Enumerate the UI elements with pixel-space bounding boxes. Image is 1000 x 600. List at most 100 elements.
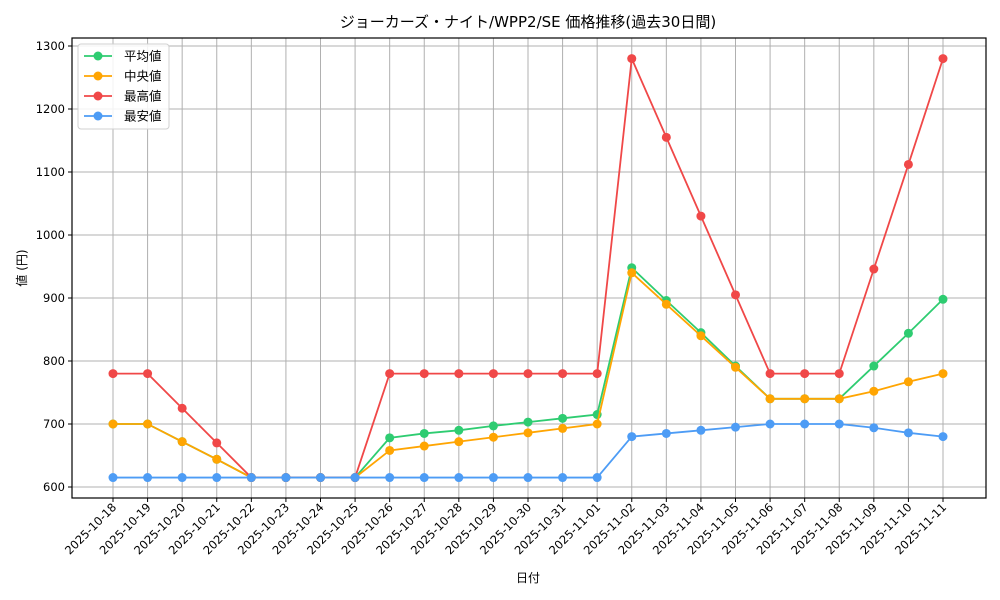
data-point-marker — [246, 473, 256, 483]
data-point-marker — [834, 394, 844, 404]
series-lines — [108, 54, 948, 483]
y-tick-label: 1100 — [36, 165, 65, 179]
data-point-marker — [938, 369, 948, 379]
data-point-marker — [765, 394, 775, 404]
legend-item: 平均値 — [84, 49, 162, 64]
data-point-marker — [938, 432, 948, 442]
data-point-marker — [661, 428, 671, 438]
y-axis-ticks: 600 700 800 900 1000 1100 1200 1300 — [36, 39, 72, 494]
data-point-marker — [938, 294, 948, 304]
data-point-marker — [454, 437, 464, 447]
data-point-marker — [696, 211, 706, 221]
data-point-marker — [869, 264, 879, 274]
data-point-marker — [800, 369, 810, 379]
data-point-marker — [523, 417, 533, 427]
data-point-marker — [488, 421, 498, 431]
legend-box — [77, 43, 170, 130]
data-point-marker — [903, 377, 913, 387]
data-point-marker — [869, 423, 879, 433]
x-axis-label: 日付 — [516, 571, 540, 585]
data-point-marker — [592, 369, 602, 379]
legend-label: 平均値 — [124, 49, 162, 64]
data-point-marker — [454, 369, 464, 379]
data-point-marker — [385, 473, 395, 483]
y-tick-label: 1000 — [36, 228, 65, 242]
data-point-marker — [212, 473, 222, 483]
legend-marker-icon — [93, 51, 103, 61]
legend-label: 最安値 — [124, 109, 162, 124]
chart-title: ジョーカーズ・ナイト/WPP2/SE 価格推移(過去30日間) — [340, 13, 716, 31]
legend-marker-icon — [93, 111, 103, 121]
data-point-marker — [696, 331, 706, 341]
data-point-marker — [558, 423, 568, 433]
data-point-marker — [212, 438, 222, 448]
legend-item: 中央値 — [84, 69, 162, 84]
y-tick-label: 1200 — [36, 102, 65, 116]
data-point-marker — [558, 413, 568, 423]
data-point-marker — [212, 454, 222, 464]
data-point-marker — [108, 369, 118, 379]
data-point-marker — [903, 428, 913, 438]
y-tick-label: 600 — [43, 480, 65, 494]
data-point-marker — [454, 425, 464, 435]
data-point-marker — [523, 428, 533, 438]
data-point-marker — [558, 473, 568, 483]
data-point-marker — [731, 422, 740, 432]
data-point-marker — [834, 419, 844, 429]
data-point-marker — [488, 432, 498, 442]
data-point-marker — [143, 473, 153, 483]
x-axis-ticks: 2025-10-182025-10-192025-10-202025-10-21… — [62, 498, 949, 557]
data-point-marker — [385, 433, 395, 443]
data-point-marker — [696, 425, 706, 435]
data-point-marker — [558, 369, 568, 379]
legend-marker-icon — [93, 71, 103, 81]
y-tick-label: 1300 — [36, 39, 65, 53]
data-point-marker — [765, 419, 775, 429]
data-point-marker — [523, 369, 533, 379]
data-point-marker — [765, 369, 775, 379]
data-point-marker — [627, 268, 637, 278]
data-point-marker — [938, 54, 948, 64]
data-point-marker — [869, 386, 879, 396]
data-point-marker — [143, 369, 153, 379]
data-point-marker — [661, 299, 671, 309]
data-point-marker — [661, 132, 671, 142]
plot-frame — [71, 37, 987, 499]
data-point-marker — [800, 419, 810, 429]
legend-item: 最高値 — [84, 89, 162, 104]
data-point-marker — [108, 473, 118, 483]
legend-label: 最高値 — [124, 89, 162, 104]
data-point-marker — [143, 419, 153, 429]
data-point-marker — [419, 428, 429, 438]
data-point-marker — [281, 473, 291, 483]
y-tick-label: 700 — [43, 417, 65, 431]
data-point-marker — [419, 369, 429, 379]
data-point-marker — [488, 369, 498, 379]
data-point-marker — [903, 328, 913, 338]
data-point-marker — [177, 473, 187, 483]
legend-marker-icon — [93, 91, 103, 101]
data-point-marker — [627, 432, 637, 442]
data-point-marker — [592, 419, 602, 429]
legend-label: 中央値 — [124, 69, 162, 84]
data-point-marker — [627, 54, 637, 64]
data-point-marker — [834, 369, 844, 379]
data-point-marker — [523, 473, 533, 483]
data-point-marker — [385, 369, 395, 379]
data-point-marker — [350, 473, 360, 483]
data-point-marker — [177, 437, 187, 447]
data-point-marker — [419, 441, 429, 451]
data-point-marker — [488, 473, 498, 483]
y-axis-label: 値 (円) — [14, 249, 29, 286]
data-point-marker — [869, 361, 879, 371]
data-point-marker — [592, 473, 602, 483]
data-point-marker — [385, 445, 395, 455]
legend-item: 最安値 — [84, 109, 162, 124]
data-point-marker — [316, 473, 325, 483]
data-point-marker — [108, 419, 118, 429]
y-tick-label: 900 — [43, 291, 65, 305]
data-point-marker — [177, 403, 187, 413]
